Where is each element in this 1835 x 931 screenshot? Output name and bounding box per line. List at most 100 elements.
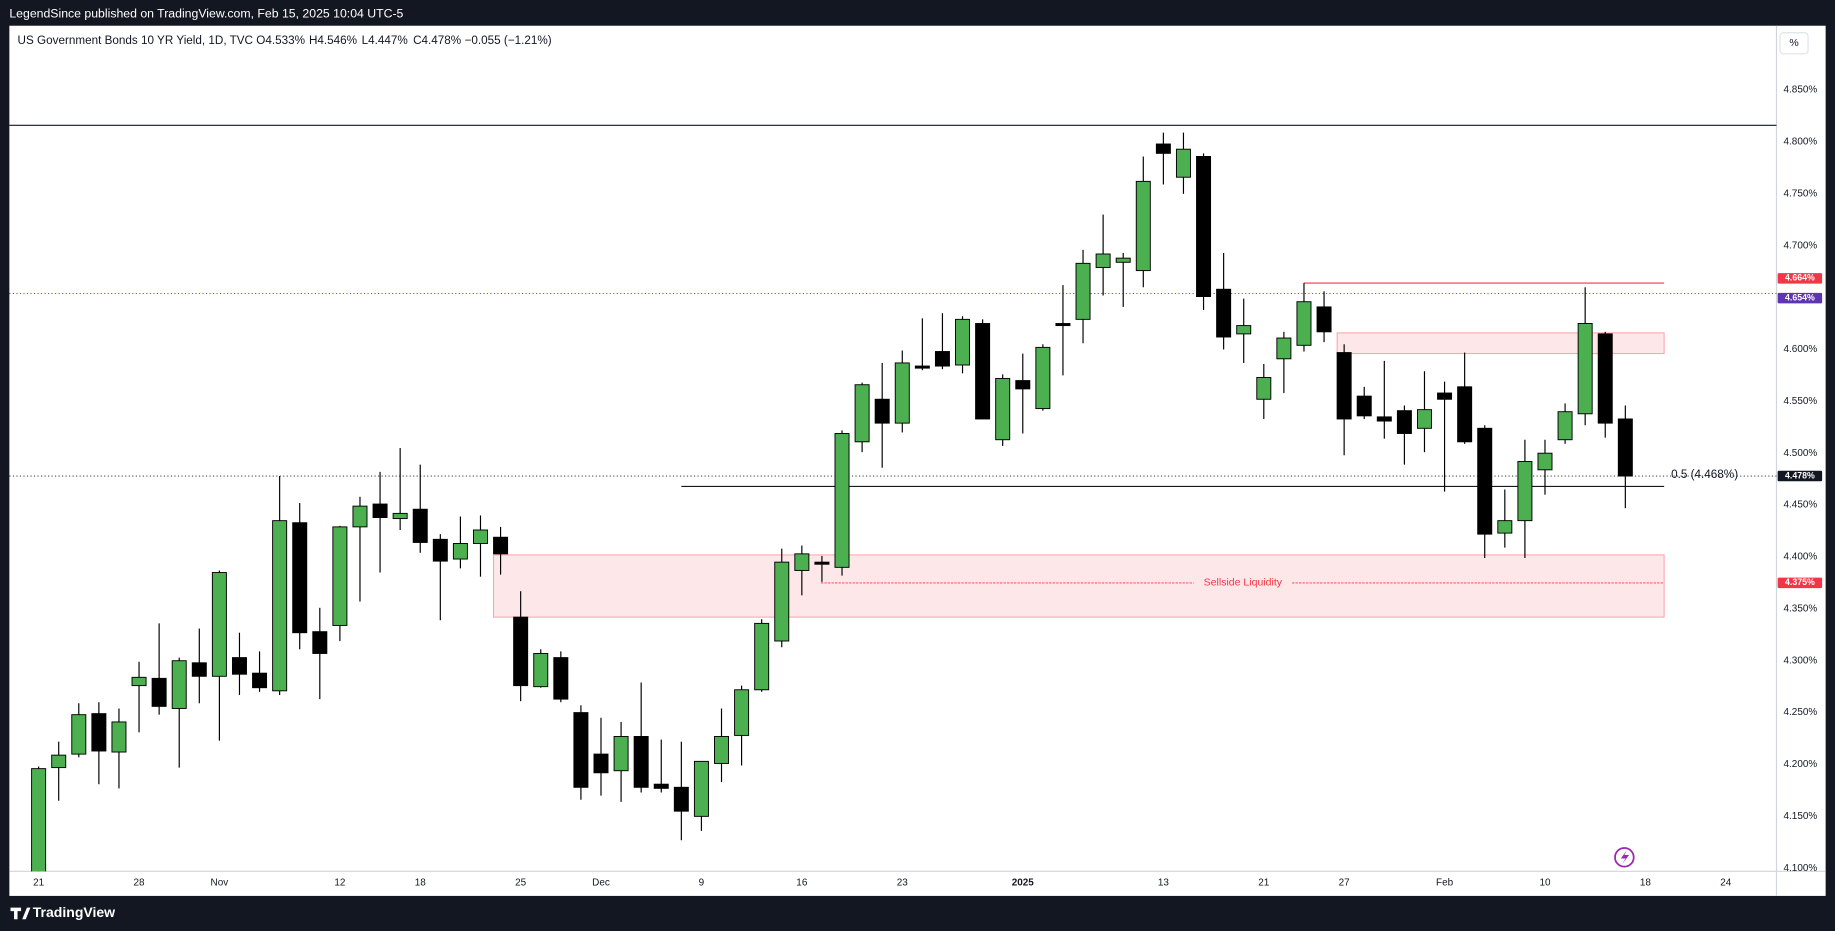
candle-body — [734, 689, 750, 736]
y-tick-label: 4.100% — [1784, 863, 1818, 874]
candle-body — [432, 538, 448, 562]
x-tick-label: 21 — [33, 878, 45, 889]
candle-body — [1517, 461, 1533, 522]
candle-body — [412, 508, 428, 543]
price-tag-label: 4.478% — [1785, 470, 1815, 480]
unit-label[interactable]: % — [1789, 37, 1798, 49]
candle-body — [1196, 155, 1212, 298]
price-tag-label: 4.375% — [1785, 577, 1815, 587]
y-tick-label: 4.200% — [1784, 759, 1818, 770]
y-tick-label: 4.850% — [1784, 85, 1818, 96]
candle-body — [593, 753, 609, 774]
x-tick-label: 10 — [1539, 878, 1551, 889]
candle-body — [91, 713, 107, 752]
candle-body — [131, 676, 147, 687]
candle-body — [452, 543, 468, 560]
candle-body — [513, 616, 529, 687]
candle-body — [653, 783, 669, 789]
x-tick-label: Nov — [211, 878, 229, 889]
candle-body — [894, 362, 910, 424]
candle-body — [1336, 352, 1352, 420]
candle-body — [975, 323, 991, 420]
price-tag — [1777, 273, 1823, 284]
x-tick-label: 18 — [1640, 878, 1652, 889]
candle-body — [151, 677, 167, 707]
candle-body — [1296, 301, 1312, 346]
x-tick-label: 28 — [134, 878, 146, 889]
y-tick-label: 4.750% — [1784, 188, 1818, 199]
x-tick-label: 25 — [515, 878, 527, 889]
liquidity-zone — [1336, 332, 1665, 355]
symbol: US Government Bonds 10 YR Yield, 1D, TVC — [18, 34, 253, 47]
candle-body — [1356, 395, 1372, 417]
candle-body — [633, 735, 649, 788]
candle-body — [392, 512, 408, 520]
liquidity-zone — [493, 554, 1665, 618]
y-tick-label: 4.150% — [1784, 811, 1818, 822]
candle-body — [995, 378, 1011, 441]
candle-body — [472, 529, 488, 544]
candle-body — [553, 657, 569, 700]
candle-body — [613, 735, 629, 772]
y-tick-label: 4.450% — [1784, 500, 1818, 511]
y-tick-label: 4.300% — [1784, 655, 1818, 666]
candle-body — [1537, 452, 1553, 471]
candle-body — [231, 657, 247, 675]
x-tick-label: Feb — [1436, 878, 1454, 889]
x-tick-label: 13 — [1158, 878, 1170, 889]
candle-body — [1597, 333, 1613, 424]
candle-body — [1155, 143, 1171, 154]
candle-body — [1416, 409, 1432, 429]
candle-body — [914, 365, 930, 369]
y-tick-label: 4.500% — [1784, 448, 1818, 459]
candle-body — [1396, 410, 1412, 434]
unit-button[interactable] — [1779, 32, 1809, 55]
candle-body — [272, 520, 288, 692]
ohlc-high: H4.546% — [309, 34, 357, 47]
ohlc-close: C4.478% — [413, 34, 461, 47]
header: LegendSince published on TradingView.com… — [9, 6, 403, 20]
candle-body — [1256, 376, 1272, 400]
candle-body — [1115, 257, 1131, 263]
candle-body — [573, 712, 589, 788]
candle-body — [955, 318, 971, 366]
x-tick-label: 2025 — [1012, 878, 1035, 889]
candle-body — [714, 735, 729, 764]
logo — [10, 907, 31, 920]
candle-body — [673, 786, 689, 812]
footer-brand: TradingView — [33, 904, 115, 920]
candle-body — [1577, 323, 1593, 415]
candle-body — [372, 503, 388, 519]
ohlc-low: L4.447% — [362, 34, 408, 47]
candle-body — [292, 522, 308, 634]
ohlc-change: −0.055 (−1.21%) — [465, 34, 552, 47]
chart-area — [9, 25, 1826, 896]
x-tick-label: Dec — [592, 878, 610, 889]
candle-body — [1236, 325, 1252, 335]
event-icon-bolt — [1620, 850, 1630, 865]
candle-body — [51, 754, 67, 769]
candle-body — [834, 433, 850, 568]
x-tick-label: 21 — [1258, 878, 1270, 889]
candle-body — [191, 662, 207, 677]
price-tag — [1777, 470, 1823, 482]
y-tick-label: 4.700% — [1784, 240, 1818, 251]
candle-body — [1497, 520, 1513, 534]
candle-body — [1075, 262, 1091, 320]
candle-body — [352, 505, 368, 528]
x-tick-label: 16 — [796, 878, 808, 889]
candle-body — [1437, 392, 1453, 400]
y-tick-label: 4.550% — [1784, 396, 1818, 407]
event-icon[interactable] — [1614, 847, 1635, 868]
candle-body — [332, 526, 348, 626]
fib-label: 0.5 (4.468%) — [1671, 468, 1738, 481]
candle-body — [211, 572, 227, 677]
x-tick-label: 24 — [1720, 878, 1732, 889]
x-tick-label: 12 — [334, 878, 346, 889]
candle-body — [1015, 380, 1031, 390]
candle-body — [1617, 418, 1633, 477]
x-tick-label: 18 — [415, 878, 427, 889]
price-tag-label: 4.654% — [1785, 292, 1815, 302]
